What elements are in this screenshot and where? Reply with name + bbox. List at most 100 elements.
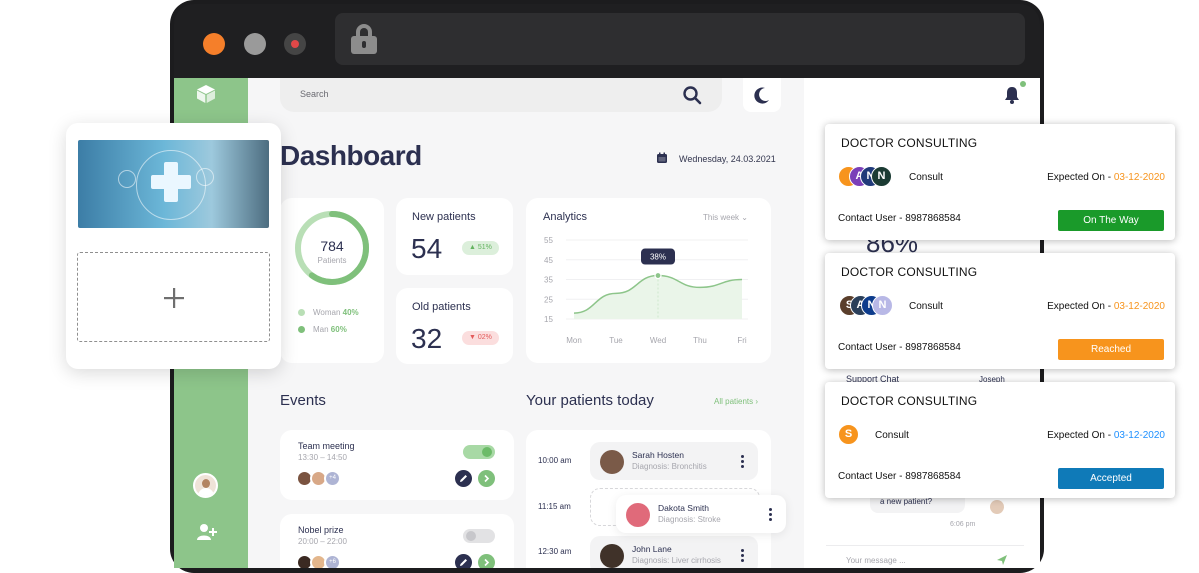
patients-total: 784 xyxy=(320,238,344,254)
x-tick-label: Tue xyxy=(609,336,623,345)
new-patients-title: New patients xyxy=(412,211,476,223)
window-record-button[interactable] xyxy=(284,33,306,55)
donut-man-arc xyxy=(295,211,369,285)
old-patients-value: 32 xyxy=(411,323,443,354)
send-icon[interactable] xyxy=(996,554,1008,566)
analytics-card: 55 45 35 25 15 Mon Tue Wed Thu Fri 38% Analytics T… xyxy=(526,198,771,363)
search-icon[interactable] xyxy=(682,85,702,105)
patient-card[interactable]: Sarah Hosten Diagnosis: Bronchitis xyxy=(590,442,758,480)
doctor-consulting-card[interactable]: DOCTOR CONSULTING SANN Consult Expected … xyxy=(825,253,1175,369)
attendee-more-badge: +6 xyxy=(324,554,341,568)
user-avatar[interactable] xyxy=(193,473,218,498)
consult-avatar: N xyxy=(871,166,892,187)
window-close-button[interactable] xyxy=(203,33,225,55)
event-toggle[interactable] xyxy=(463,529,495,543)
patient-avatar xyxy=(600,450,624,474)
event-title: Nobel prize xyxy=(298,525,344,535)
patient-diagnosis: Diagnosis: Bronchitis xyxy=(632,462,707,471)
bell-icon[interactable] xyxy=(1004,86,1020,104)
expected-date: Expected On - 03-12-2020 xyxy=(1047,172,1165,183)
appointment-time: 11:15 am xyxy=(538,502,571,511)
events-title: Events xyxy=(280,392,326,409)
patient-avatar xyxy=(626,503,650,527)
patient-avatar xyxy=(600,544,624,568)
y-tick-label: 15 xyxy=(544,315,553,324)
patients-donut-card: 784 Patients Woman 40% Man 60% xyxy=(280,198,384,363)
appointment-time: 10:00 am xyxy=(538,456,572,465)
message-input[interactable]: Your message ... xyxy=(846,556,906,565)
upload-drop-zone[interactable] xyxy=(77,252,270,342)
status-badge[interactable]: Reached xyxy=(1058,339,1164,360)
y-tick-label: 55 xyxy=(544,236,553,245)
x-tick-label: Wed xyxy=(650,336,666,345)
doctor-consulting-card[interactable]: DOCTOR CONSULTING S Consult Expected On … xyxy=(825,382,1175,498)
legend-man-pct: 60% xyxy=(330,325,347,334)
image-upload-card xyxy=(66,123,281,369)
old-patients-card: Old patients 32 ▼ 02% xyxy=(396,288,513,364)
event-title: Team meeting xyxy=(298,441,355,451)
highlight-point[interactable] xyxy=(654,271,662,280)
new-patients-value: 54 xyxy=(411,233,443,264)
old-patients-title: Old patients xyxy=(412,301,471,313)
consult-label: Consult xyxy=(909,172,943,183)
patient-card-dragging[interactable]: Dakota Smith Diagnosis: Stroke xyxy=(616,495,786,533)
window-minimize-button[interactable] xyxy=(244,33,266,55)
open-event-button[interactable] xyxy=(478,554,495,568)
moon-icon xyxy=(754,87,769,104)
expected-date-value: 03-12-2020 xyxy=(1113,430,1165,441)
expected-date: Expected On - 03-12-2020 xyxy=(1047,301,1165,312)
doctor-consulting-card[interactable]: DOCTOR CONSULTING ANN Consult Expected O… xyxy=(825,124,1175,240)
more-options-icon[interactable] xyxy=(741,549,744,562)
patient-name: John Lane xyxy=(632,544,672,554)
search-bar[interactable]: Search xyxy=(280,78,722,112)
medical-hero-image xyxy=(78,140,269,228)
card-title: DOCTOR CONSULTING xyxy=(841,394,978,408)
edit-event-button[interactable] xyxy=(455,554,472,568)
analytics-period-select[interactable]: This week ⌄ xyxy=(703,213,748,222)
old-patients-change-badge: ▼ 02% xyxy=(462,331,499,345)
analytics-title: Analytics xyxy=(543,211,588,223)
y-tick-label: 35 xyxy=(544,276,553,285)
patient-card[interactable]: John Lane Diagnosis: Liver cirrhosis xyxy=(590,536,758,568)
x-tick-label: Thu xyxy=(693,336,707,345)
open-event-button[interactable] xyxy=(478,470,495,487)
search-input[interactable]: Search xyxy=(300,89,329,99)
status-badge[interactable]: Accepted xyxy=(1058,468,1164,489)
dark-mode-button[interactable] xyxy=(743,78,781,112)
tooltip-box xyxy=(641,248,675,265)
edit-event-button[interactable] xyxy=(455,470,472,487)
patients-donut-chart xyxy=(295,211,369,285)
event-card-team-meeting: Team meeting 13:30 – 14:50 +4 xyxy=(280,430,514,500)
event-toggle[interactable] xyxy=(463,445,495,459)
expected-label: Expected On - xyxy=(1047,430,1114,441)
more-options-icon[interactable] xyxy=(741,455,744,468)
chat-time: 6:06 pm xyxy=(950,521,976,528)
more-options-icon[interactable] xyxy=(769,508,772,521)
add-user-icon[interactable] xyxy=(196,523,218,541)
contact-user: Contact User - 8987868584 xyxy=(838,342,961,353)
patient-name: Dakota Smith xyxy=(658,503,710,513)
address-bar[interactable] xyxy=(335,13,1025,65)
legend-woman-pct: 40% xyxy=(342,308,359,317)
patients-label: Patients xyxy=(317,256,347,265)
x-tick-label: Fri xyxy=(737,336,747,345)
message-box[interactable]: Your message ... xyxy=(826,545,1024,568)
all-patients-link[interactable]: All patients › xyxy=(714,397,759,406)
legend-woman: Woman 40% xyxy=(298,308,359,317)
browser-chrome xyxy=(174,4,1040,78)
event-card-nobel-prize: Nobel prize 20:00 – 22:00 +6 xyxy=(280,514,514,568)
x-tick-label: Mon xyxy=(566,336,582,345)
calendar-icon xyxy=(657,152,667,163)
consult-avatar: N xyxy=(872,295,893,316)
status-badge[interactable]: On The Way xyxy=(1058,210,1164,231)
event-time: 20:00 – 22:00 xyxy=(298,537,347,546)
expected-date-value: 03-12-2020 xyxy=(1113,172,1165,183)
legend-woman-label: Woman xyxy=(313,308,341,317)
expected-label: Expected On - xyxy=(1047,301,1114,312)
analytics-chart: 55 45 35 25 15 Mon Tue Wed Thu Fri 38% xyxy=(544,236,748,345)
tooltip-label: 38% xyxy=(650,253,666,262)
page-title: Dashboard xyxy=(280,140,422,171)
pencil-icon xyxy=(460,475,467,482)
patient-name: Sarah Hosten xyxy=(632,450,684,460)
contact-user: Contact User - 8987868584 xyxy=(838,471,961,482)
